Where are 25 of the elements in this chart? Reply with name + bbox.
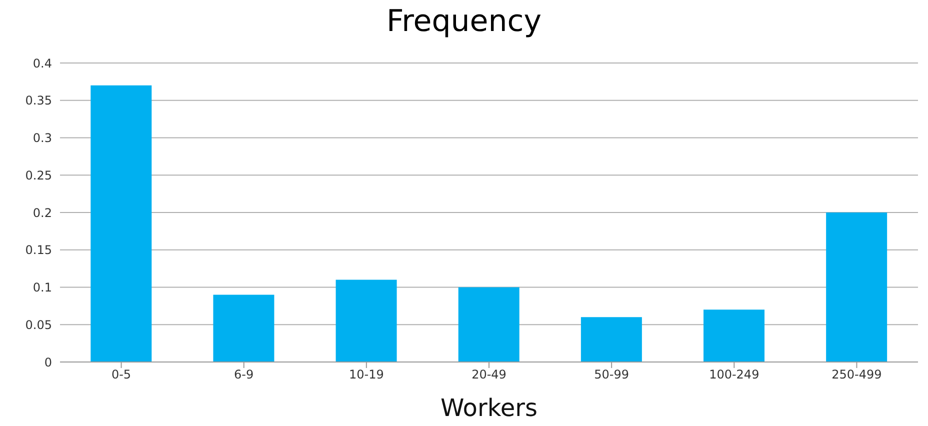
x-axis-title: Workers: [440, 394, 538, 422]
x-tick-label: 0-5: [111, 368, 132, 382]
bar: [458, 287, 520, 362]
bar: [826, 212, 888, 362]
y-tick-label: 0.35: [25, 94, 52, 108]
y-tick-label: 0.25: [25, 168, 52, 182]
chart-title: Frequency: [386, 4, 542, 39]
y-tick-label: 0: [44, 355, 52, 370]
bar: [704, 310, 764, 362]
x-tick-label: 50-99: [594, 368, 630, 382]
x-tick-label: 100-249: [709, 368, 760, 382]
y-tick-label: 0.1: [32, 280, 52, 295]
y-tick-label: 0.05: [25, 318, 52, 332]
y-tick-label: 0.4: [32, 56, 52, 70]
bar: [90, 85, 152, 362]
x-tick-label: 10-19: [348, 368, 384, 382]
x-tick-label: 250-499: [832, 368, 882, 382]
bar: [580, 317, 642, 362]
bar: [213, 294, 274, 362]
y-tick-label: 0.3: [32, 131, 52, 146]
bar: [336, 280, 397, 362]
y-tick-label: 0.15: [25, 243, 52, 258]
x-tick-label: 20-49: [472, 368, 506, 382]
x-tick-label: 6-9: [234, 368, 254, 382]
y-tick-label: 0.2: [32, 206, 52, 220]
